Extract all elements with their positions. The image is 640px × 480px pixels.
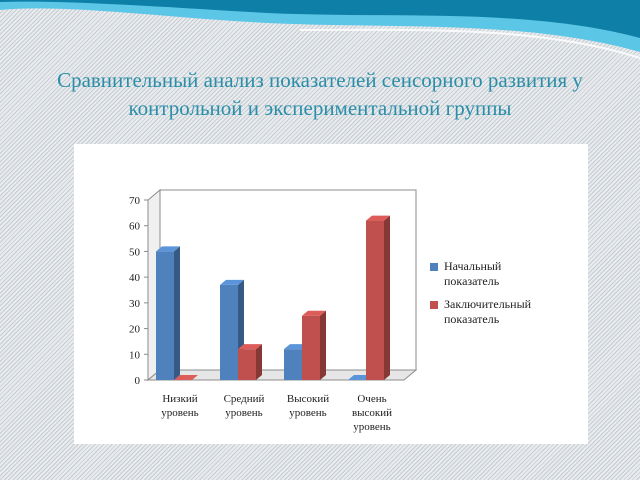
bar-front (156, 251, 174, 380)
bar-top (238, 344, 262, 350)
y-tick-label: 0 (135, 375, 141, 387)
y-tick-label: 50 (129, 246, 141, 258)
bar-side (256, 344, 262, 380)
x-category-label: Высокий (287, 393, 329, 405)
x-category-label: Средний (224, 393, 265, 405)
y-tick-label: 20 (129, 324, 141, 336)
y-tick-label: 10 (129, 349, 141, 361)
bar-front (220, 284, 238, 380)
legend-swatch (430, 263, 438, 271)
wave-dark-band (0, 0, 640, 38)
chart-panel: 0 10 20 30 40 50 60 70 Низкий уровень Средний урове… (74, 144, 588, 444)
bar-side (320, 310, 326, 380)
legend-label: Заключительный (444, 297, 532, 311)
bar-top (156, 246, 180, 252)
y-tick-label: 40 (129, 272, 141, 284)
decorative-wave-header (0, 0, 640, 59)
bar-side (174, 246, 180, 380)
x-category-label: Низкий (162, 393, 197, 405)
bar-chart: 0 10 20 30 40 50 60 70 Низкий уровень Средний урове… (129, 188, 532, 433)
bar-side (384, 215, 390, 380)
x-category-label: уровень (353, 421, 390, 433)
x-category-label: высокий (352, 407, 392, 419)
bar-top (366, 215, 390, 221)
wave-highlight (299, 28, 640, 59)
bar-top (220, 279, 244, 285)
slide-title: Сравнительный анализ показателей сенсорн… (57, 68, 583, 120)
x-category-label: уровень (289, 407, 326, 419)
legend-swatch (430, 301, 438, 309)
bar-front (238, 349, 256, 380)
bar-top (174, 375, 198, 380)
x-category-label: уровень (161, 407, 198, 419)
legend-label: показатель (444, 274, 500, 288)
y-tick-label: 70 (129, 195, 141, 207)
y-tick-label: 30 (129, 298, 141, 310)
x-category-label: уровень (225, 407, 262, 419)
legend-label: показатель (444, 312, 500, 326)
bar-front (284, 349, 302, 380)
x-category-label: Очень (357, 393, 386, 405)
bar-top (302, 310, 326, 316)
legend-label: Начальный (444, 259, 502, 273)
bar-front (302, 315, 320, 380)
bar-front (366, 220, 384, 380)
y-tick-label: 60 (129, 221, 141, 233)
